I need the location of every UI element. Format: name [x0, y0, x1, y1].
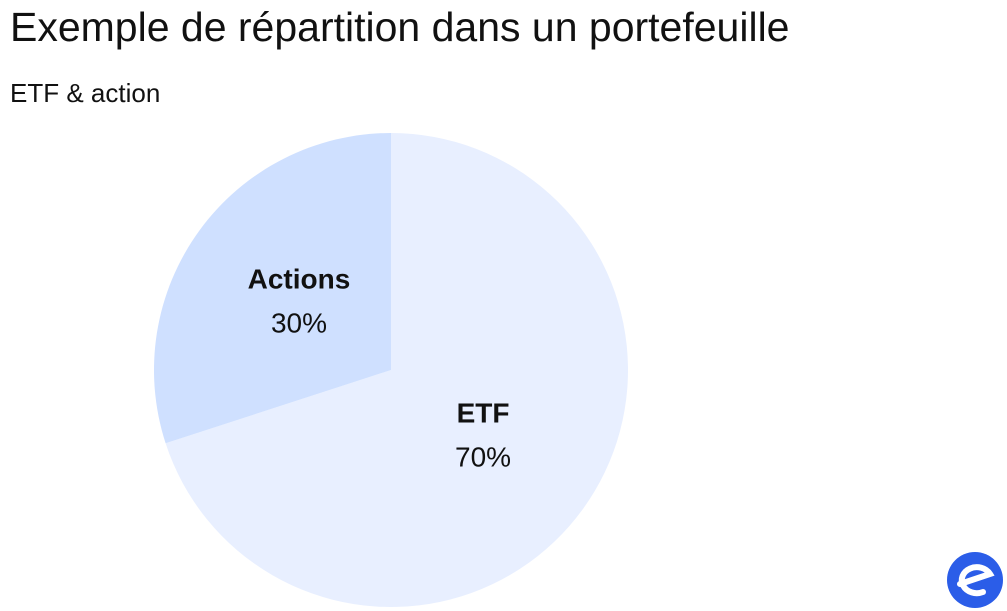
pie-slice	[154, 133, 391, 444]
pie-slice	[165, 133, 629, 607]
slice-label: ETF	[457, 397, 510, 428]
chart-subtitle: ETF & action	[10, 78, 160, 108]
slice-label: Actions	[248, 264, 351, 295]
slice-value-label: 70%	[455, 441, 511, 472]
logo-glyph	[957, 564, 995, 597]
logo	[947, 552, 1003, 608]
slice-value-label: 30%	[271, 308, 327, 339]
chart-title: Exemple de répartition dans un portefeui…	[10, 4, 789, 50]
